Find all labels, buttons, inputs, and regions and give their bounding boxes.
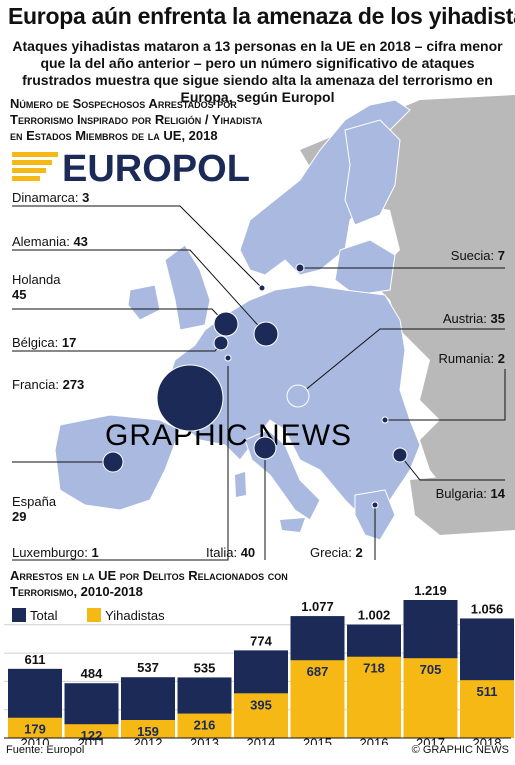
- map-title-line-3: en Estados Miembros de la UE, 2018: [10, 128, 218, 143]
- circle-luxemburgo: [224, 354, 232, 362]
- label-total-2012: 537: [137, 660, 159, 675]
- sicily: [280, 518, 305, 532]
- label-yihadistas-2014: 395: [250, 697, 272, 712]
- bar-yihadistas-2018: [460, 680, 514, 738]
- category-label-2018: 2018: [473, 736, 502, 745]
- label-total-2017: 1.219: [414, 583, 447, 598]
- label-total-2011: 484: [81, 666, 103, 681]
- map-title: Número de Sospechosos Arrestados por Ter…: [10, 96, 350, 144]
- circle-italia: [253, 436, 277, 460]
- ireland: [127, 284, 161, 321]
- map-title-line-2: Terrorismo Inspirado por Religión / Yiha…: [10, 112, 263, 127]
- circle-austria: [286, 384, 310, 408]
- chart-title: Arrestos en la UE por Delitos Relacionad…: [10, 568, 288, 599]
- category-label-2016: 2016: [360, 736, 389, 745]
- label-total-2010: 611: [25, 652, 46, 667]
- label-alemania: Alemania: 43: [12, 234, 88, 249]
- label-dinamarca: Dinamarca: 3: [12, 190, 90, 205]
- category-label-2017: 2017: [416, 736, 445, 745]
- label-yihadistas-2013: 216: [194, 718, 216, 733]
- category-label-2010: 2010: [21, 736, 50, 745]
- map-title-line-1: Número de Sospechosos Arrestados por: [10, 96, 237, 111]
- leader-bulgaria: [399, 454, 505, 481]
- label-yihadistas-2010: 179: [24, 722, 46, 737]
- circle-espana: [102, 451, 124, 473]
- page-subtitle: Ataques yihadistas mataron a 13 personas…: [12, 38, 503, 105]
- label-holanda: Holanda 45: [12, 272, 61, 302]
- bar-yihadistas-2012: [121, 720, 175, 738]
- label-grecia: Grecia: 2: [310, 545, 363, 560]
- circle-bulgaria: [392, 447, 408, 463]
- finland: [344, 119, 401, 226]
- label-rumania: Rumania: 2: [438, 351, 506, 366]
- bar-yihadistas-2017: [403, 658, 458, 738]
- chart-legend: Total Yihadistas: [12, 608, 165, 623]
- bar-yihadistas-2011: [64, 724, 119, 738]
- label-italia: Italia: 40: [206, 545, 256, 560]
- label-espana: España 29: [12, 494, 57, 524]
- category-label-2011: 2011: [78, 736, 106, 745]
- label-yihadistas-2016: 718: [363, 661, 385, 676]
- category-label-2014: 2014: [247, 736, 276, 745]
- source-note: Fuente: Europol: [6, 744, 85, 756]
- bar-yihadistas-2014: [234, 693, 288, 738]
- circle-francia: [156, 364, 224, 432]
- label-bulgaria: Bulgaria: 14: [435, 486, 505, 501]
- circle-suecia: [295, 263, 305, 273]
- legend-total-swatch: [12, 608, 26, 622]
- leader-dinamarca: [12, 205, 263, 289]
- category-label-2015: 2015: [303, 736, 332, 745]
- legend-yihadistas-swatch: [87, 608, 102, 622]
- label-austria: Austria: 35: [442, 311, 505, 326]
- bar-yihadistas-2016: [347, 656, 401, 738]
- label-total-2014: 774: [250, 633, 272, 648]
- bar-yihadistas-2010: [8, 717, 62, 738]
- leader-lines: [12, 205, 506, 561]
- watermark: GRAPHIC NEWS: [105, 419, 352, 452]
- bar-yihadistas-2015: [290, 660, 345, 738]
- label-suecia: Suecia: 7: [450, 248, 505, 263]
- uk: [164, 244, 211, 331]
- label-belgica: Bélgica: 17: [12, 335, 77, 350]
- label-yihadistas-2017: 705: [420, 662, 442, 677]
- label-francia: Francia: 273: [12, 377, 85, 392]
- label-yihadistas-2012: 159: [137, 724, 159, 739]
- label-yihadistas-2018: 511: [477, 684, 498, 699]
- sardinia: [235, 472, 246, 497]
- category-label-2013: 2013: [190, 736, 219, 745]
- leader-austria: [297, 328, 505, 397]
- legend-yihadistas: Yihadistas: [87, 608, 165, 623]
- circle-holanda: [213, 311, 239, 337]
- europol-logo: EUROPOL: [12, 148, 250, 186]
- circle-alemania: [253, 321, 279, 347]
- europol-logo-text: EUROPOL: [62, 148, 250, 186]
- leader-rumania: [385, 369, 506, 421]
- label-total-2013: 535: [194, 660, 216, 675]
- circle-belgica: [213, 335, 229, 351]
- leader-luxemburgo: [12, 366, 229, 561]
- category-label-2012: 2012: [134, 736, 163, 745]
- circle-dinamarca: [258, 284, 266, 292]
- label-yihadistas-2011: 122: [81, 728, 103, 743]
- label-total-2018: 1.056: [471, 601, 504, 616]
- label-yihadistas-2015: 687: [307, 664, 329, 679]
- page-title: Europa aún enfrenta la amenaza de los yi…: [8, 3, 515, 29]
- circle-grecia: [371, 501, 379, 509]
- label-luxemburgo: Luxemburgo: 1: [12, 545, 99, 560]
- label-total-2015: 1.077: [301, 599, 334, 614]
- leader-alemania: [12, 249, 266, 334]
- label-total-2016: 1.002: [358, 608, 391, 623]
- turkey-land: [410, 470, 515, 535]
- legend-total: Total: [12, 608, 57, 623]
- credit-note: © GRAPHIC NEWS: [411, 744, 509, 756]
- circle-rumania: [381, 416, 389, 424]
- circles: [102, 263, 408, 509]
- bar-yihadistas-2013: [177, 713, 232, 738]
